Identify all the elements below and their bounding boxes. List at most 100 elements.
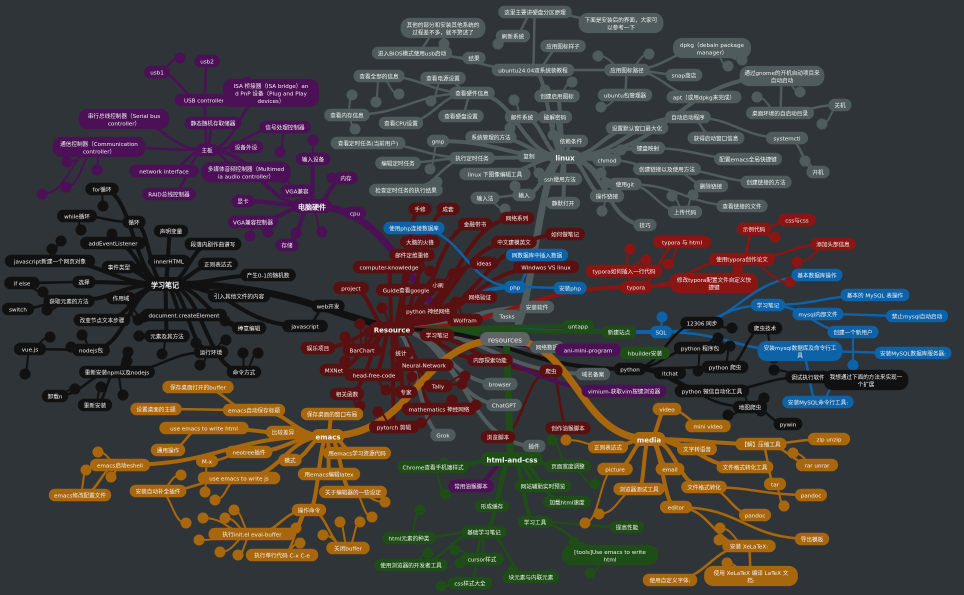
node-diskinfo[interactable]: 查看硬盘设置 [438, 109, 484, 123]
node-while[interactable]: while循环 [57, 209, 97, 223]
node-docce[interactable]: document.createElement [141, 308, 227, 322]
node-for[interactable]: for循环 [85, 182, 119, 196]
leaf-dot[interactable] [589, 478, 601, 490]
node-browser[interactable]: browser [482, 377, 518, 391]
leaf-dot[interactable] [174, 52, 186, 64]
node-shape[interactable]: 形成缓存 [474, 499, 510, 513]
node-howto[interactable]: 如何做笔记 [545, 227, 585, 241]
node-zhongzheng[interactable]: 中文建模英文 [491, 235, 537, 249]
node-stat[interactable]: 统计 [389, 346, 413, 360]
node-usbctl[interactable]: USB controller [174, 93, 234, 107]
node-talk[interactable]: 小刷 [426, 278, 450, 292]
node-neural[interactable]: Neural-Network [394, 358, 454, 372]
node-snap[interactable]: snap商店 [665, 68, 703, 82]
node-sched[interactable]: 执行定时任务 [449, 151, 495, 165]
leaf-dot[interactable] [69, 383, 81, 395]
node-css[interactable]: css与css [778, 213, 816, 227]
leaf-dot[interactable] [80, 464, 92, 476]
node-latexdoc[interactable]: 使用 XeLaTeX 编译 LaTeX 文档: [704, 565, 798, 587]
leaf-dot[interactable] [593, 508, 605, 520]
leaf-dot[interactable] [37, 286, 49, 298]
node-gpu[interactable]: 显卡 [231, 194, 255, 208]
leaf-dot[interactable] [366, 511, 378, 523]
node-eventtype[interactable]: 事件类型 [101, 260, 137, 274]
node-comm[interactable]: 通信控制器（Communication controller） [52, 136, 146, 158]
node-py-crawl[interactable]: python 爬虫 [701, 360, 749, 374]
node-shutdown[interactable]: 关机 [828, 98, 852, 112]
node-sql-basic[interactable]: 基本数据库操作 [791, 268, 843, 282]
node-docconv[interactable]: 文件格式转化工具 [716, 460, 774, 474]
leaf-dot[interactable] [422, 547, 434, 559]
node-webapi[interactable]: 网络系列 [499, 211, 535, 225]
leaf-dot[interactable] [370, 96, 382, 108]
node-inputdev[interactable]: 输入设备 [295, 152, 331, 166]
node-emacs[interactable]: emacs [311, 429, 345, 443]
node-ichat[interactable]: itchat [653, 366, 687, 380]
node-addevt[interactable]: addEventListener [80, 236, 146, 250]
leaf-dot[interactable] [193, 534, 205, 546]
leaf-dot[interactable] [847, 359, 859, 371]
node-vga[interactable]: VGA兼容 [280, 184, 314, 198]
node-usb1[interactable]: usb1 [144, 65, 170, 79]
leaf-dot[interactable] [816, 118, 828, 130]
node-loop[interactable]: 循环 [122, 215, 146, 229]
leaf-dot[interactable] [425, 95, 437, 107]
leaf-dot[interactable] [232, 549, 244, 561]
leaf-dot[interactable] [326, 172, 338, 184]
node-php[interactable]: php [503, 280, 527, 294]
leaf-dot[interactable] [712, 332, 724, 344]
node-pyth[interactable]: python 神经网络 [399, 304, 457, 318]
node-pandoc2[interactable]: pandoc [794, 488, 828, 502]
leaf-dot[interactable] [346, 89, 358, 101]
node-pyt[interactable]: pytorch 剪辑 [368, 420, 420, 434]
node-mem[interactable]: 内存 [334, 171, 358, 185]
leaf-dot[interactable] [450, 296, 462, 308]
node-dbsql[interactable]: 使用php连接数据库 [383, 221, 445, 235]
leaf-dot[interactable] [724, 340, 736, 352]
node-mysqlauto[interactable]: 禁止mysql自动启动 [885, 309, 949, 323]
node-bar[interactable]: BarChart [342, 343, 382, 357]
node-sample[interactable]: 示例代码 [736, 222, 772, 236]
node-em-win[interactable]: 保存桌面的窗口布局 [300, 407, 364, 421]
leaf-dot[interactable] [46, 243, 58, 255]
node-em-mx[interactable]: M-x [195, 454, 219, 468]
leaf-dot[interactable] [354, 516, 366, 528]
node-wtf[interactable]: 卸载n [41, 389, 69, 403]
leaf-dot[interactable] [447, 268, 459, 280]
node-improve[interactable]: 提高性能 [609, 520, 645, 534]
leaf-dot[interactable] [92, 446, 104, 458]
leaf-dot[interactable] [722, 60, 734, 72]
node-fmtconv[interactable]: 文件格式转化 [681, 480, 727, 494]
leaf-dot[interactable] [75, 224, 87, 236]
leaf-dot[interactable] [732, 264, 744, 276]
node-export[interactable]: 导出模板 [794, 532, 830, 546]
leaf-dot[interactable] [97, 200, 109, 212]
node-viewhtml[interactable]: 使用浏览器的开发者工具 [374, 558, 448, 572]
node-mysqluser[interactable]: mysql内部文件 [792, 307, 844, 321]
leaf-dot[interactable] [36, 188, 48, 200]
leaf-dot[interactable] [435, 580, 447, 592]
node-em-autosave[interactable]: emacs自动保存标题 [222, 403, 286, 417]
node-em-html[interactable]: use emacs to write html [159, 421, 249, 435]
leaf-dot[interactable] [237, 347, 249, 359]
leaf-dot[interactable] [117, 389, 129, 401]
node-js[interactable]: javascript [282, 319, 328, 333]
node-em-exec[interactable]: 执行单行代码 C-x C-e [245, 548, 319, 562]
leaf-dot[interactable] [414, 504, 426, 516]
node-crawler[interactable]: 爬虫 [539, 364, 563, 378]
leaf-dot[interactable] [121, 355, 133, 367]
node-cssall[interactable]: css样式大全 [447, 576, 493, 590]
leaf-dot[interactable] [339, 331, 351, 343]
leaf-dot[interactable] [769, 231, 781, 243]
node-apt[interactable]: apt（或用dpkg来完成） [666, 90, 742, 104]
node-copy[interactable]: 复制 [517, 149, 541, 163]
node-boot[interactable]: 开机 [806, 165, 830, 179]
node-tar[interactable]: tar [763, 477, 787, 491]
node-em-treelike[interactable]: neotree插件 [225, 445, 273, 459]
node-pandoc[interactable]: pandoc [738, 508, 772, 522]
node-mysqlbasic[interactable]: 基本的 MySQL 表操作 [840, 288, 910, 302]
node-py-auto[interactable]: python 微信自动化工具 [674, 384, 750, 398]
leaf-dot[interactable] [566, 76, 578, 88]
node-hide-win[interactable]: 获得启动窗口信息 [687, 131, 745, 145]
